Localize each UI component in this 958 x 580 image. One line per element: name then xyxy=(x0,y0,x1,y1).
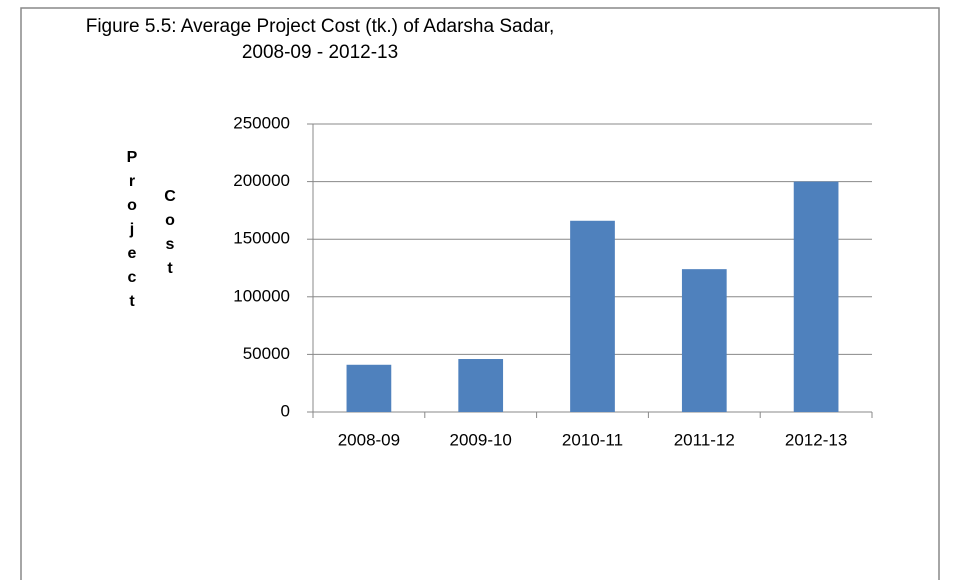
x-tick-label: 2009-10 xyxy=(450,430,512,449)
bar xyxy=(570,220,615,412)
x-tick-label: 2012-13 xyxy=(785,430,847,449)
y-axis-label-letter: e xyxy=(128,245,137,262)
bar xyxy=(681,269,727,412)
y-axis-label-letter: t xyxy=(167,260,173,277)
y-tick-label: 0 xyxy=(281,401,290,420)
y-tick-label: 100000 xyxy=(233,286,290,305)
y-axis-label-letter: r xyxy=(129,173,135,190)
x-tick-label: 2008-09 xyxy=(338,430,400,449)
y-axis-label-letter: C xyxy=(164,188,176,205)
y-tick-label: 150000 xyxy=(233,229,290,248)
y-axis-label-letter: s xyxy=(166,236,175,253)
bar xyxy=(458,359,504,412)
x-tick-label: 2010-11 xyxy=(562,430,623,449)
y-tick-label: 250000 xyxy=(233,113,290,132)
chart-title: Figure 5.5: Average Project Cost (tk.) o… xyxy=(85,16,555,63)
y-axis-label-letter: P xyxy=(127,149,138,166)
y-axis-label-letter: t xyxy=(129,293,135,310)
bar xyxy=(793,181,839,412)
bar xyxy=(346,364,392,412)
x-tick-label: 2011-12 xyxy=(674,430,735,449)
y-axis-label-letter: o xyxy=(127,197,137,214)
y-tick-label: 50000 xyxy=(243,344,290,363)
y-axis-label-letter: c xyxy=(128,269,137,286)
y-tick-label: 200000 xyxy=(233,171,290,190)
y-axis-label-letter: o xyxy=(165,212,175,229)
y-axis-label-letter: j xyxy=(129,221,134,238)
chart-border xyxy=(20,7,940,580)
